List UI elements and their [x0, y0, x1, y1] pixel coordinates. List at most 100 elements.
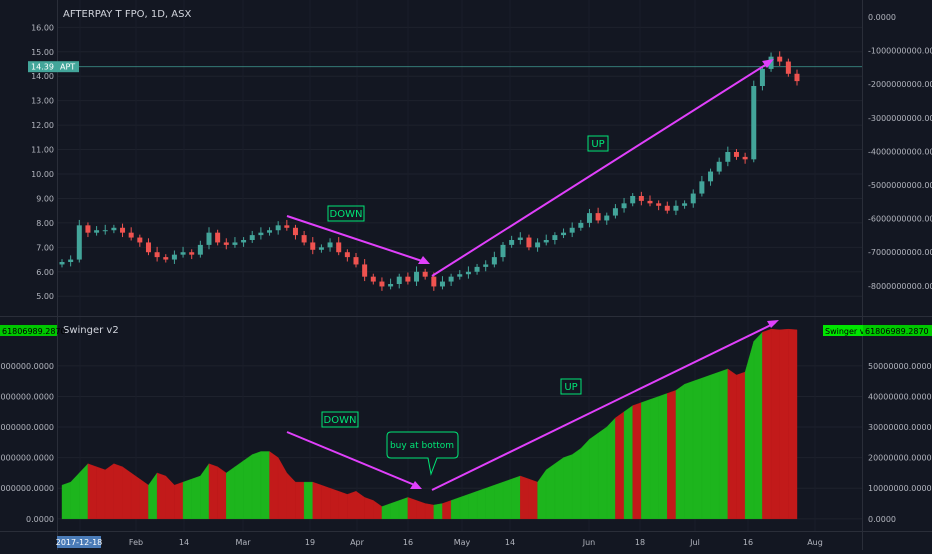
x-tick-label: Mar — [235, 538, 251, 547]
candle-body — [145, 242, 151, 253]
area-segment — [727, 368, 737, 520]
last-price-label: APT — [57, 61, 79, 73]
candle-body — [664, 205, 670, 211]
area-segment — [234, 460, 244, 520]
price-tick-label-right: -2000000000.0000 — [868, 80, 932, 89]
area-segment — [563, 454, 573, 520]
price-tick-label-right: -3000000000.0000 — [868, 114, 932, 123]
candle-body — [102, 230, 108, 232]
candle-body — [241, 240, 247, 243]
indicator-legend-tag-text: Swinger v2 — [825, 327, 870, 336]
candle-body — [656, 203, 662, 206]
candle-body — [751, 86, 757, 160]
candle-body — [785, 61, 791, 74]
area-segment — [546, 463, 556, 520]
candle-body — [500, 244, 506, 258]
candle-body — [483, 264, 489, 267]
area-segment — [87, 463, 97, 520]
area-segment — [321, 484, 331, 520]
area-segment — [589, 432, 599, 520]
x-tick-label: Feb — [129, 538, 143, 547]
x-tick-label: May — [454, 538, 471, 547]
area-segment — [615, 411, 625, 520]
area-segment — [753, 331, 763, 520]
candle-body — [94, 230, 100, 233]
area-segment — [658, 393, 668, 520]
price-tick-label-left: 16.00 — [31, 23, 54, 32]
indicator-last-value-right-text: 61806989.2870 — [865, 327, 929, 336]
candle-body — [491, 257, 497, 265]
up-label-box-price — [587, 135, 609, 152]
area-segment — [718, 368, 729, 520]
indicator-tick-label-right: 30000000.0000 — [868, 423, 932, 432]
x-axis-start-date-badge — [57, 536, 101, 548]
candle-body — [258, 232, 264, 236]
candle-body — [189, 252, 195, 255]
x-tick-label: 2017-12-18 — [56, 538, 103, 547]
price-tick-label-right: -7000000000.0000 — [868, 248, 932, 257]
down-label-indicator: DOWN — [324, 415, 357, 426]
area-segment — [701, 374, 711, 520]
area-segment — [736, 371, 746, 520]
price-tick-label-left: 13.00 — [31, 97, 54, 106]
indicator-last-value-left: 61806989.2870 — [0, 325, 66, 336]
area-segment — [295, 481, 305, 520]
price-tick-label-right: -5000000000.0000 — [868, 181, 932, 190]
candle-body — [379, 281, 385, 287]
candle-body — [612, 208, 618, 216]
candle-body — [690, 193, 696, 204]
candle-body — [578, 222, 584, 228]
down-arrow-head-price — [418, 256, 430, 264]
area-segment — [459, 494, 469, 520]
area-segment — [113, 463, 123, 520]
area-segment — [554, 457, 564, 520]
candle-body — [301, 235, 307, 243]
indicator-tick-label-right: 40000000.0000 — [868, 392, 932, 401]
candle-body — [232, 242, 238, 245]
area-segment — [693, 377, 703, 520]
candle-body — [405, 276, 411, 282]
area-segment — [226, 466, 236, 520]
indicator-tick-label-left: 20000000.0000 — [0, 454, 54, 463]
area-segment — [632, 402, 642, 520]
area-segment — [528, 478, 538, 520]
indicator-tick-label-right: 50000000.0000 — [868, 362, 932, 371]
area-segment — [390, 500, 400, 520]
candle-body — [163, 257, 169, 260]
candle-body — [370, 276, 376, 282]
candle-body — [171, 254, 177, 260]
area-segment — [511, 475, 521, 520]
candle-body — [68, 259, 74, 262]
candle-body — [569, 227, 575, 233]
area-segment — [182, 478, 192, 520]
x-tick-label: 16 — [403, 538, 413, 547]
candle-body — [604, 215, 610, 221]
area-segment — [252, 451, 262, 520]
price-tick-label-left: 8.00 — [36, 219, 54, 228]
gridlines — [58, 0, 862, 531]
indicator-tick-label-right: 20000000.0000 — [868, 454, 932, 463]
price-tick-label-right: -6000000000.0000 — [868, 215, 932, 224]
area-segment — [139, 478, 149, 520]
area-segment — [269, 451, 279, 520]
candle-body — [362, 264, 368, 277]
area-segment — [312, 481, 322, 520]
price-tick-label-left: 5.00 — [36, 292, 54, 301]
area-segment — [79, 463, 89, 520]
down-trend-arrow-price — [286, 215, 426, 263]
indicator-tick-label-right: 10000000.0000 — [868, 484, 932, 493]
indicator-tick-label-left: 0.0000 — [26, 515, 54, 524]
x-tick-label: Apr — [350, 538, 365, 547]
candle-body — [197, 244, 203, 255]
price-tick-label-right: 0.0000 — [868, 13, 896, 22]
up-label-indicator: UP — [564, 382, 577, 393]
candle-body — [206, 232, 212, 245]
candle-body — [249, 235, 255, 240]
candle-body — [128, 232, 134, 238]
candle-body — [85, 225, 91, 233]
area-segment — [122, 466, 132, 520]
candle-body — [137, 237, 143, 243]
x-tick-label: 18 — [635, 538, 645, 547]
candle-body — [154, 252, 160, 258]
price-y-axis-right: 0.0000 -1000000000.0000 -2000000000.0000 -3… — [868, 13, 932, 291]
